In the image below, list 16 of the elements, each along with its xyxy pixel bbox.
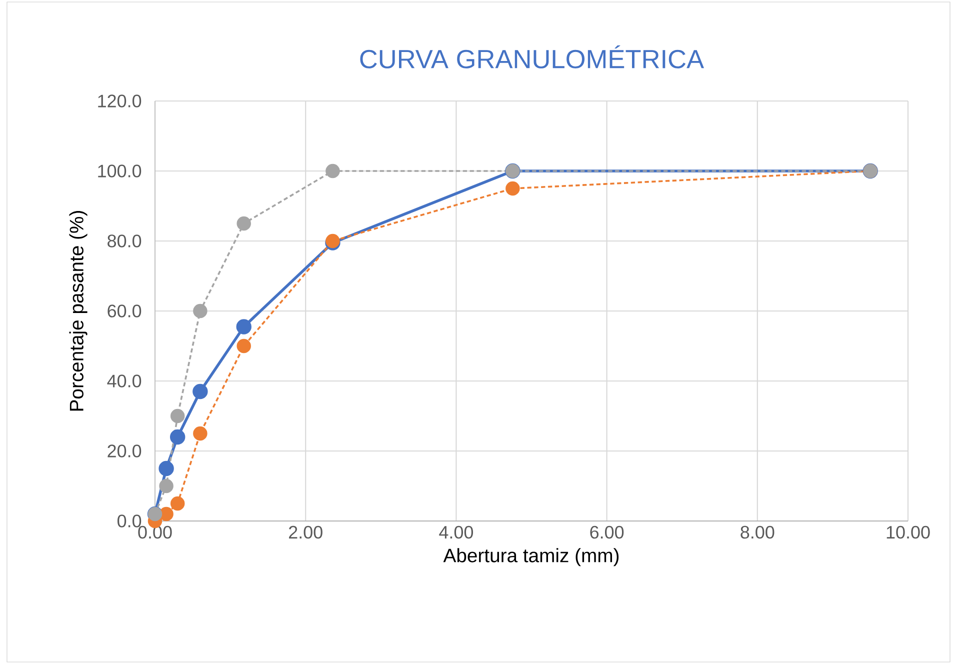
x-tick-label: 2.00 — [289, 526, 322, 539]
x-tick-label: 8.00 — [740, 526, 774, 539]
y-tick-label: 60.0 — [108, 304, 142, 318]
y-tick-label: 100.0 — [98, 164, 142, 178]
x-tick-label: 0.00 — [138, 526, 172, 539]
y-tick-label: 20.0 — [108, 444, 142, 458]
x-tick-label: 6.00 — [590, 526, 624, 539]
x-tick-label: 4.00 — [439, 526, 474, 539]
y-tick-label: 0.0 — [117, 514, 142, 528]
x-axis-title: Abertura tamiz (mm) — [443, 548, 619, 566]
y-tick-label: 80.0 — [108, 234, 142, 248]
y-tick-label: 120.0 — [98, 94, 142, 108]
x-tick-label: 10.00 — [886, 526, 930, 539]
y-tick-label: 40.0 — [107, 374, 142, 388]
chart-title: CURVA GRANULOMÉTRICA — [360, 45, 704, 68]
y-axis-title: Porcentaje pasante (%) — [69, 211, 88, 411]
